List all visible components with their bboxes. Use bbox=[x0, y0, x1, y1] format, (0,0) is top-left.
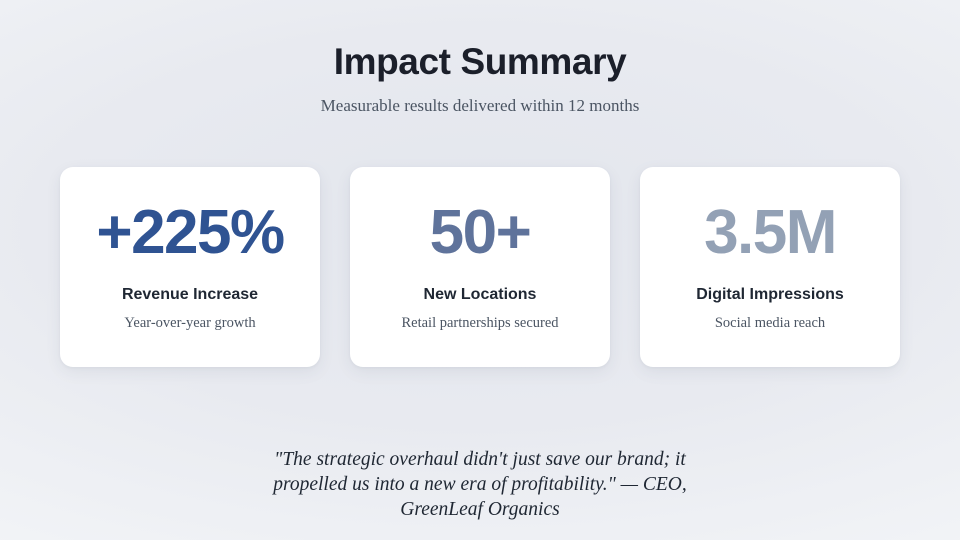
page-title: Impact Summary bbox=[333, 41, 627, 82]
stat-value: +225% bbox=[96, 198, 285, 268]
stat-card-new-locations: 50+ New Locations Retail partnerships se… bbox=[350, 167, 610, 368]
stat-card-digital-impressions: 3.5M Digital Impressions Social media re… bbox=[640, 167, 900, 368]
testimonial-quote: "The strategic overhaul didn't just save… bbox=[273, 449, 687, 520]
stat-card-revenue-increase: +225% Revenue Increase Year-over-year gr… bbox=[60, 167, 320, 368]
stat-sublabel: Year-over-year growth bbox=[124, 314, 256, 331]
page-subtitle: Measurable results delivered within 12 m… bbox=[320, 95, 640, 115]
stat-value: 50+ bbox=[429, 198, 532, 268]
stat-sublabel: Social media reach bbox=[714, 314, 826, 331]
stat-card-group: +225% Revenue Increase Year-over-year gr… bbox=[60, 167, 900, 368]
stat-label: Revenue Increase bbox=[121, 285, 259, 303]
slide-header: Impact Summary Measurable results delive… bbox=[0, 42, 960, 116]
stat-value: 3.5M bbox=[704, 198, 837, 268]
stat-label: Digital Impressions bbox=[696, 285, 844, 303]
stat-label: New Locations bbox=[423, 285, 537, 303]
stat-sublabel: Retail partnerships secured bbox=[401, 314, 559, 331]
